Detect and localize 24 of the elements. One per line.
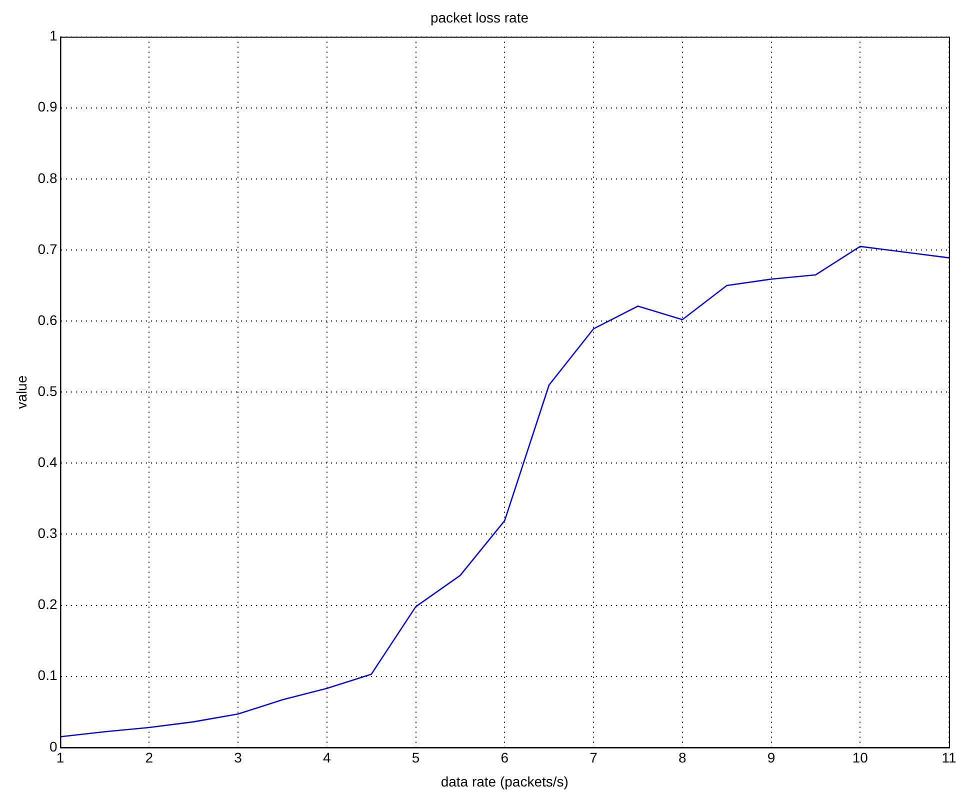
x-tick-label: 9 [767, 750, 776, 766]
y-tick-label: 0.5 [38, 382, 58, 399]
x-tick-label: 5 [412, 750, 420, 766]
y-axis-title: value [13, 375, 30, 409]
x-tick-label: 3 [234, 750, 242, 766]
x-tick-label: 11 [942, 750, 956, 766]
y-tick-label: 0.8 [38, 170, 58, 186]
x-tick-label: 7 [590, 750, 598, 766]
y-tick-label: 1 [49, 28, 58, 44]
x-tick-label: 4 [322, 750, 331, 766]
chart-title: packet loss rate [430, 9, 529, 26]
y-tick-label: 0.6 [38, 312, 58, 328]
y-tick-label: 0.7 [38, 240, 58, 257]
y-tick-label: 0.9 [38, 98, 58, 115]
x-axis-title: data rate (packets/s) [440, 773, 568, 790]
x-tick-label: 10 [852, 750, 868, 766]
x-tick-label: 6 [500, 750, 509, 766]
x-tick-label: 2 [145, 750, 154, 766]
x-tick-label: 8 [678, 750, 686, 766]
y-tick-label: 0 [49, 738, 58, 754]
y-tick-label: 0.1 [38, 667, 58, 684]
y-tick-label: 0.4 [38, 454, 58, 470]
y-tick-label: 0.2 [38, 596, 58, 612]
y-tick-label: 0.3 [38, 525, 58, 542]
